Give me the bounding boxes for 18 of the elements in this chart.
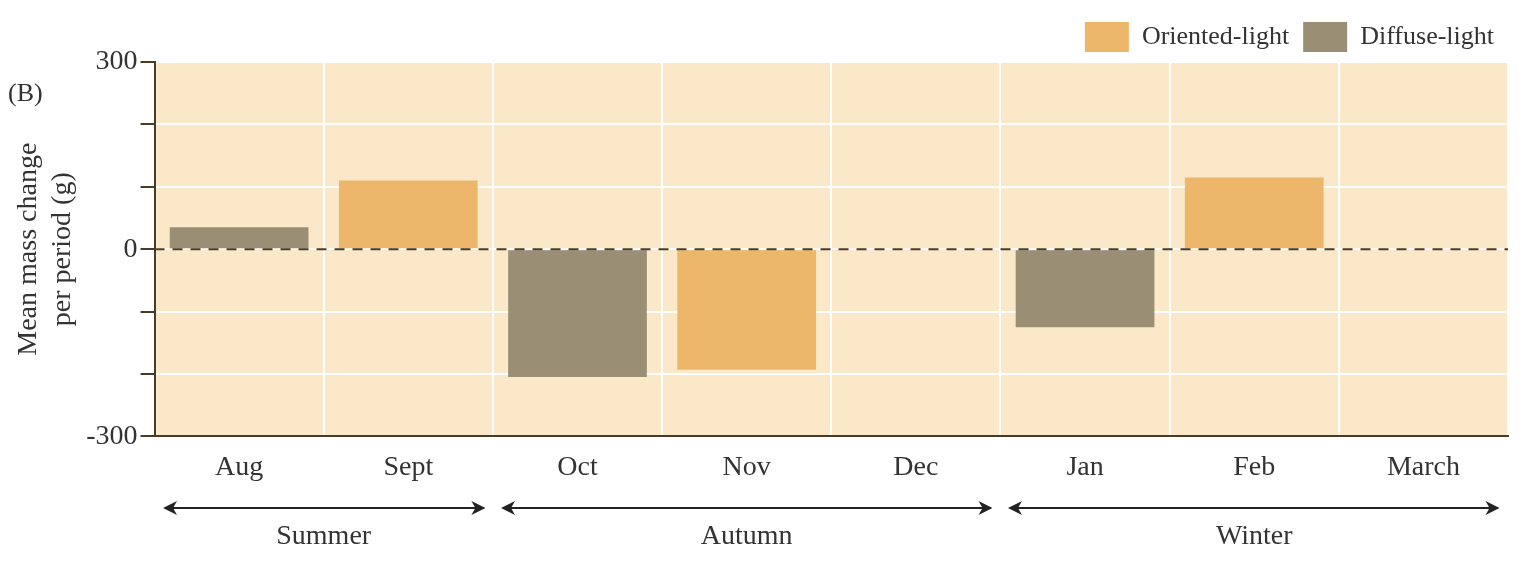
x-tick-label: Aug	[215, 449, 264, 481]
text: Summer	[275, 518, 373, 552]
text: Winter	[1214, 518, 1294, 552]
text: (B)	[8, 78, 43, 108]
legend-label: Diffuse-light	[1360, 20, 1495, 50]
x-tick-label: Sept	[383, 449, 434, 481]
x-tick-label: March	[1386, 449, 1460, 481]
x-tick-label: Jan	[1066, 449, 1104, 481]
x-tick-label: Oct	[557, 449, 598, 481]
y-axis-title: Mean mass change per period (g)	[11, 142, 76, 356]
x-tick-label: Dec	[893, 449, 939, 481]
y-tick-label: -300	[86, 418, 138, 450]
y-tick-label: 0	[123, 231, 138, 263]
x-tick-label: Nov	[722, 449, 771, 481]
y-tick-label: 300	[95, 44, 138, 76]
text: Autumn	[699, 518, 794, 552]
x-tick-label: Feb	[1233, 449, 1276, 481]
legend-label: Oriented-light	[1141, 20, 1290, 50]
